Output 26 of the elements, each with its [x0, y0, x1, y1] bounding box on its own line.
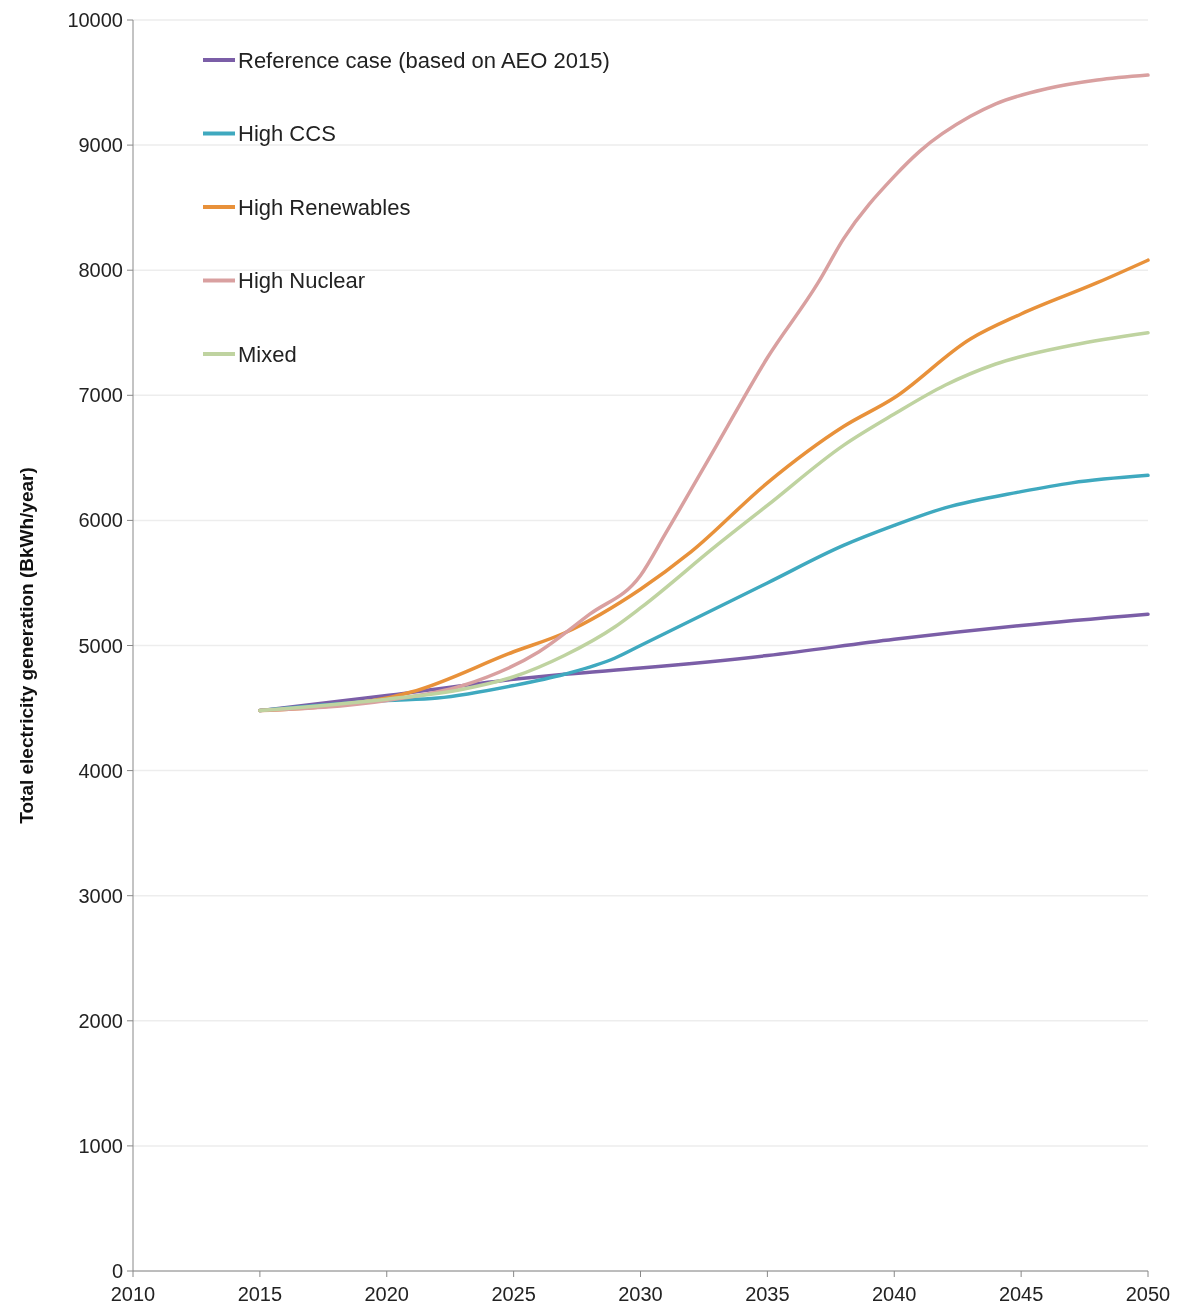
- legend-label: High Renewables: [238, 194, 411, 220]
- y-tick-label: 1000: [78, 1134, 123, 1157]
- legend-label: Mixed: [238, 341, 297, 367]
- legend-label: Reference case (based on AEO 2015): [238, 47, 610, 73]
- x-tick-label: 2045: [998, 1283, 1044, 1305]
- x-tick-label: 2035: [745, 1283, 790, 1305]
- y-tick-label: 8000: [78, 259, 123, 282]
- y-axis-title: Total electricity generation (BkWh/year): [16, 467, 37, 824]
- y-tick-label: 2000: [78, 1009, 123, 1032]
- legend-label: High CCS: [238, 121, 336, 147]
- x-tick-label: 2050: [1125, 1283, 1171, 1305]
- y-tick-label: 4000: [78, 759, 123, 782]
- x-tick-label: 2010: [110, 1283, 156, 1305]
- y-tick-label: 9000: [78, 134, 123, 157]
- x-tick-label: 2025: [491, 1283, 536, 1305]
- y-tick-label: 3000: [78, 884, 123, 907]
- y-tick-label: 0: [111, 1260, 123, 1282]
- legend-label: High Nuclear: [238, 268, 366, 294]
- x-tick-label: 2040: [872, 1283, 917, 1305]
- x-tick-label: 2020: [364, 1283, 409, 1305]
- x-tick-label: 2030: [618, 1283, 663, 1305]
- x-tick-label: 2015: [237, 1283, 283, 1305]
- y-tick-label: 5000: [78, 634, 123, 657]
- y-tick-label: 10000: [67, 9, 123, 31]
- y-tick-label: 6000: [78, 509, 123, 532]
- y-tick-label: 7000: [78, 384, 123, 407]
